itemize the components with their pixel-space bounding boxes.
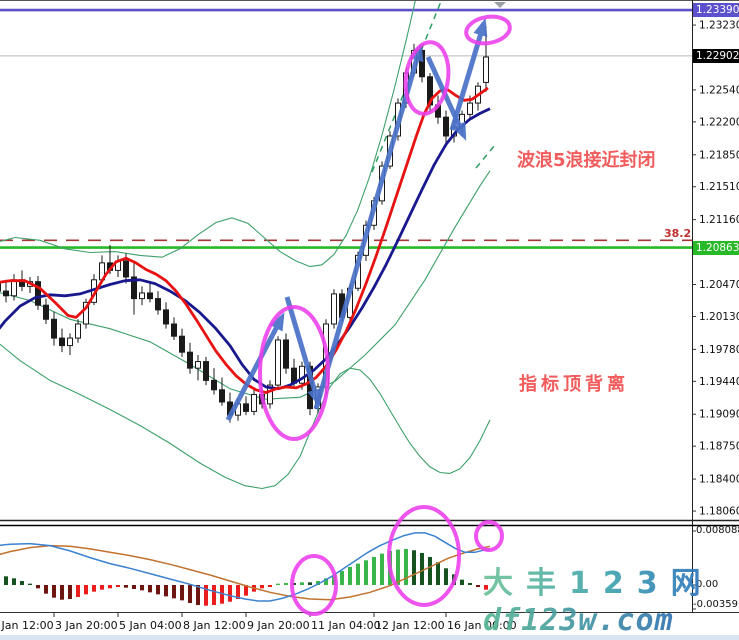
ellipse-0 [403,40,451,116]
ellipse-1 [464,14,512,46]
price-tick-label: 1.21160 [699,214,739,226]
highlight-ellipses[interactable] [258,13,512,616]
bb-mid-line [0,170,491,400]
price-tick-label: 1.20130 [699,311,739,323]
price-tick-label: 1.22200 [699,116,739,128]
price-tick-label: 1.21510 [699,181,739,193]
indicator-min-label: -0.003591 [693,599,739,610]
bottom-strip [0,635,739,640]
trade-arrows[interactable] [225,17,488,422]
indicator-max-label: 0.008088 [696,525,739,536]
time-tick-label: 2 Jan 12:00 [0,619,54,632]
oscillator-main-line [0,532,491,602]
time-tick-label: 8 Jan 12:00 [183,619,246,632]
oscillator-signal-line [0,544,491,601]
ma-slow-line [0,107,491,391]
annotation-wave5: 波浪5浪接近封闭 [517,150,656,171]
watermark-site-name: 大丰123网 [483,558,714,602]
ellipse-5 [474,520,504,552]
trendline-1[interactable] [475,144,496,169]
fib-382-label: 38.2 [664,227,692,240]
ellipse-2 [258,305,330,441]
time-tick-label: 3 Jan 20:00 [55,619,118,632]
object-anchor-diamond[interactable] [494,2,506,8]
oscillator-panel [0,532,491,606]
time-tick-label: 12 Jan 12:00 [375,619,445,632]
price-tag-bid: 1.22902 [693,48,739,63]
arrow-2 [313,42,424,410]
price-tick-label: 1.19780 [699,344,739,356]
arrow-0 [225,312,285,422]
price-tick-label: 1.20470 [699,279,739,291]
time-tick-label: 9 Jan 20:00 [247,619,310,632]
ellipse-4 [290,554,338,616]
main-panel [0,1,692,490]
time-tick-label: 11 Jan 04:00 [311,619,381,632]
price-tick-label: 1.18060 [699,506,739,518]
price-tick-label: 1.18750 [699,441,739,453]
price-tick-label: 1.18400 [699,474,739,486]
annotation-divergence: 指标顶背离 [519,374,629,395]
price-tick-label: 1.22540 [699,84,739,96]
bb-upper-line [0,1,416,268]
bb-lower-line [0,343,491,490]
price-tag-high: 1.23390 [693,3,739,18]
time-tick-label: 5 Jan 04:00 [119,619,182,632]
arrow-3 [425,55,467,141]
price-tick-label: 1.19090 [699,409,739,421]
price-tick-label: 1.23230 [699,20,739,32]
time-tick-label: 16 Jan 00:00 [447,619,517,632]
arrow-1 [284,296,322,408]
watermark-site-url: df123w.com [483,603,714,638]
arrow-4 [449,17,488,131]
price-tag-support: 1.20863 [693,240,739,255]
price-tick-label: 1.21850 [699,149,739,161]
indicator-zero-label: 0.00 [696,579,718,590]
candles [0,26,489,423]
watermark: 大丰123网 df123w.com [483,558,714,638]
price-tick-label: 1.19440 [699,376,739,388]
ellipse-3 [387,505,461,607]
